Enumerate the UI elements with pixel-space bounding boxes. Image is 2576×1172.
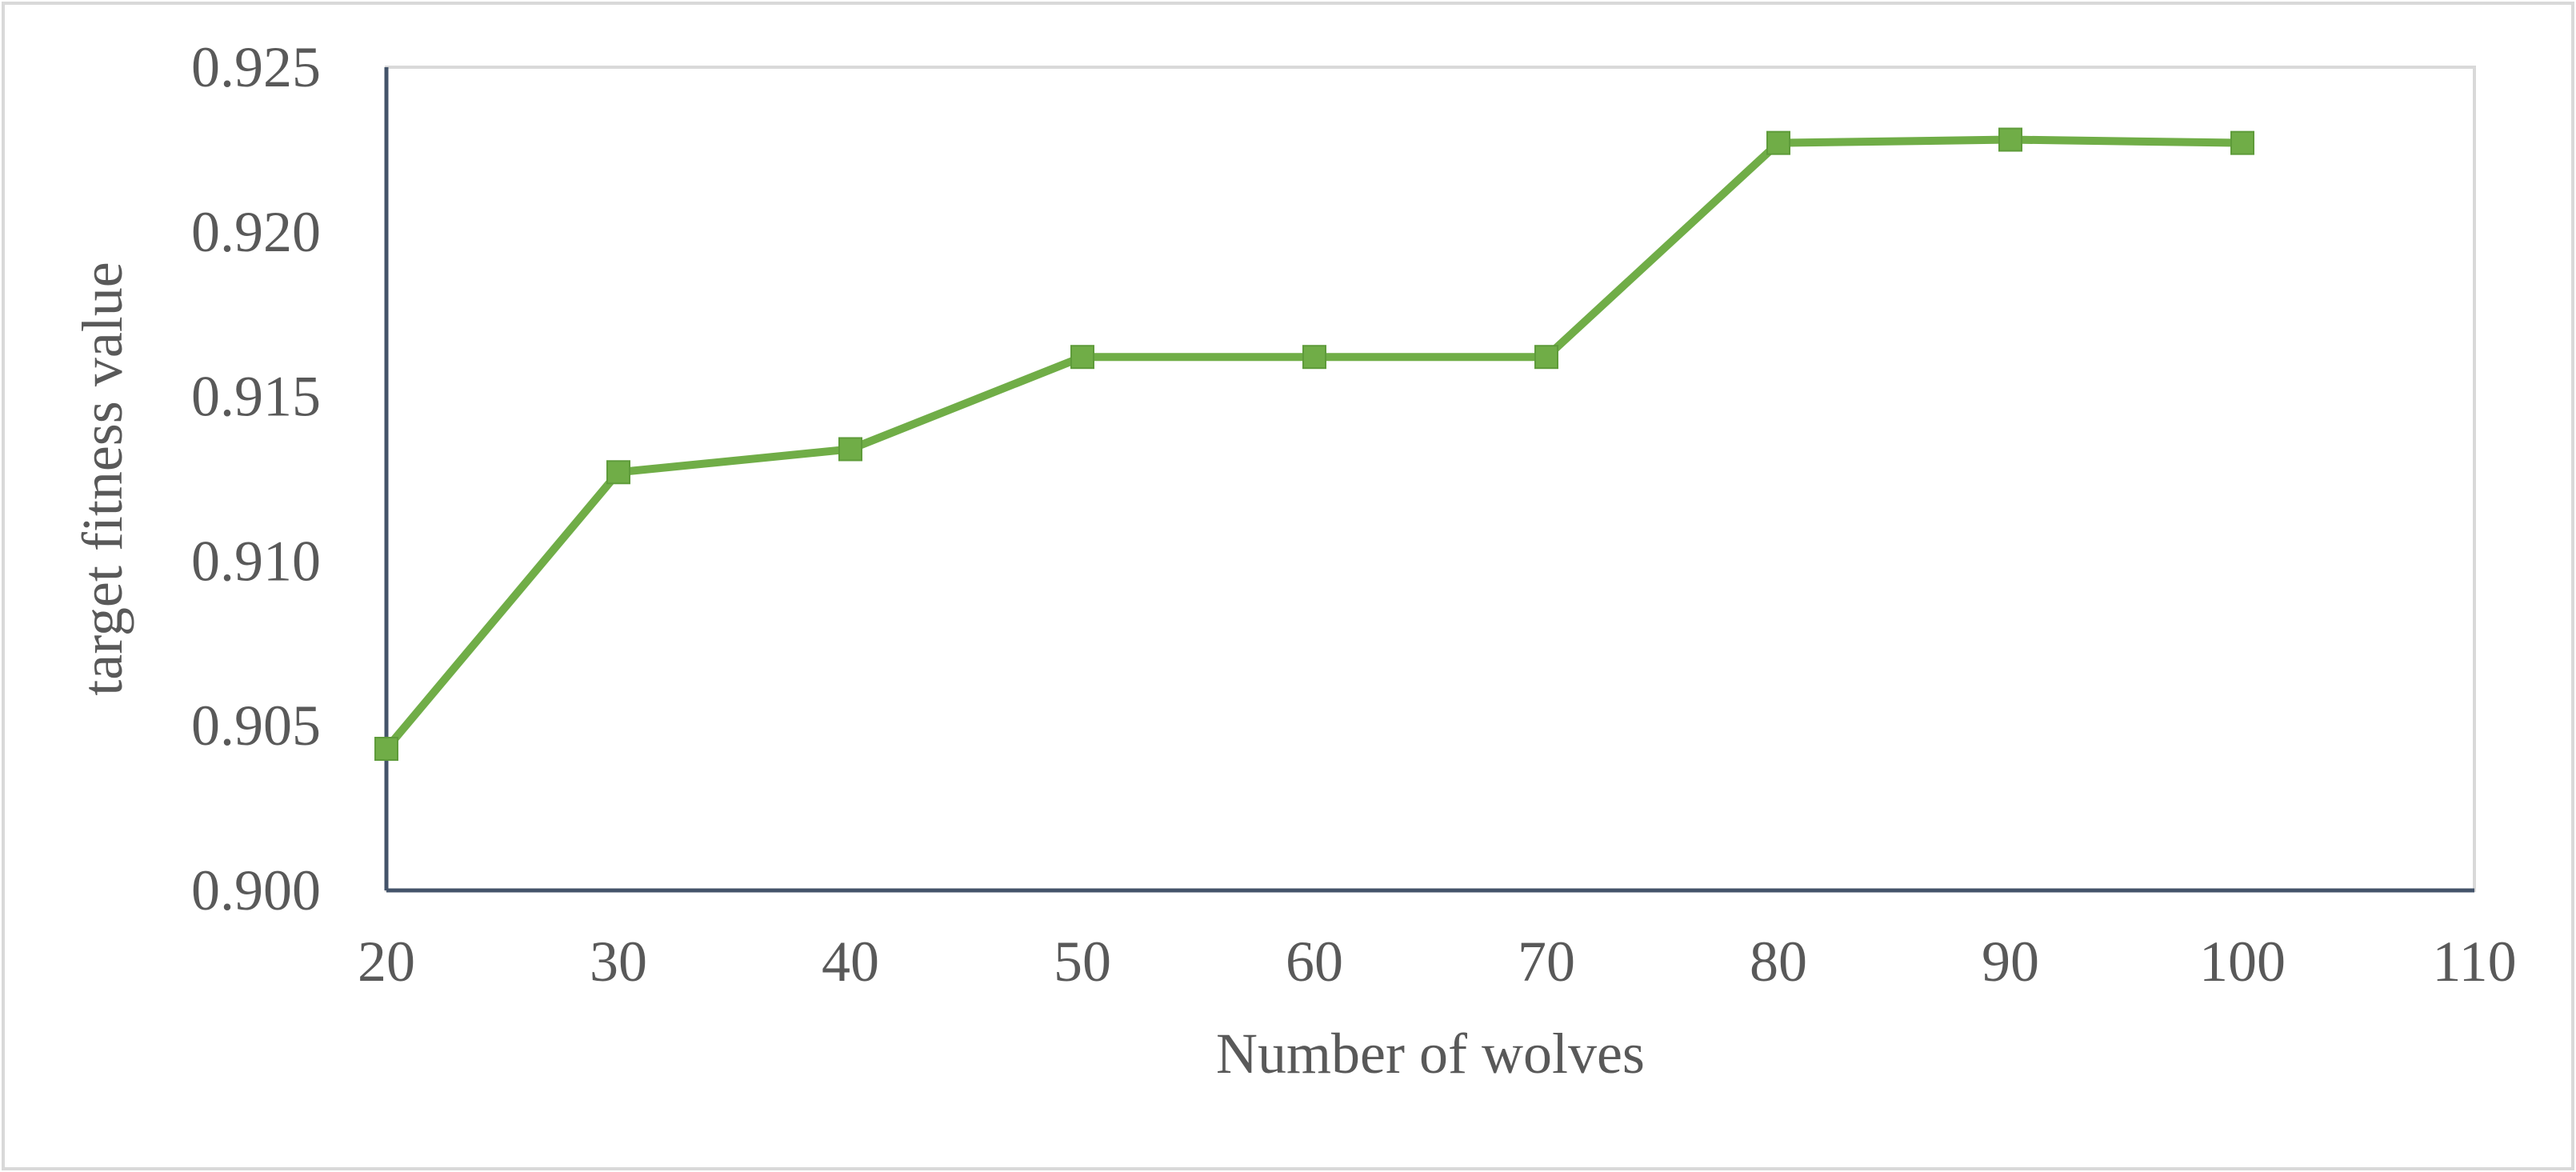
y-tick-label: 0.910 — [191, 529, 321, 593]
x-axis-tick-labels: 20 30 40 50 60 70 80 90 100 110 — [358, 930, 2517, 994]
y-tick-label: 0.925 — [191, 35, 321, 99]
x-tick-label: 110 — [2432, 930, 2516, 994]
x-tick-label: 100 — [2199, 930, 2286, 994]
data-point-marker — [1766, 130, 1790, 155]
x-tick-label: 60 — [1286, 930, 1343, 994]
data-point-marker — [838, 437, 862, 462]
y-tick-label: 0.915 — [191, 365, 321, 429]
data-point-marker — [2230, 130, 2254, 155]
x-tick-label: 40 — [822, 930, 879, 994]
data-point-marker — [606, 460, 630, 485]
y-axis-title: target fitness value — [70, 262, 134, 696]
data-point-marker — [1070, 345, 1094, 370]
data-point-marker — [1302, 345, 1326, 370]
series-layer — [374, 127, 2254, 762]
x-tick-label: 30 — [590, 930, 647, 994]
data-point-marker — [1998, 127, 2022, 152]
y-tick-label: 0.920 — [191, 200, 321, 264]
y-axis-tick-labels: 0.900 0.905 0.910 0.915 0.920 0.925 — [191, 35, 321, 922]
y-tick-label: 0.905 — [191, 694, 321, 758]
x-tick-label: 70 — [1518, 930, 1575, 994]
x-tick-label: 20 — [358, 930, 415, 994]
x-tick-label: 90 — [1982, 930, 2039, 994]
x-tick-label: 50 — [1054, 930, 1111, 994]
data-point-marker — [374, 737, 398, 762]
x-tick-label: 80 — [1750, 930, 1807, 994]
y-tick-label: 0.900 — [191, 858, 321, 922]
x-axis-title: Number of wolves — [1216, 1022, 1645, 1086]
data-point-marker — [1534, 345, 1558, 370]
